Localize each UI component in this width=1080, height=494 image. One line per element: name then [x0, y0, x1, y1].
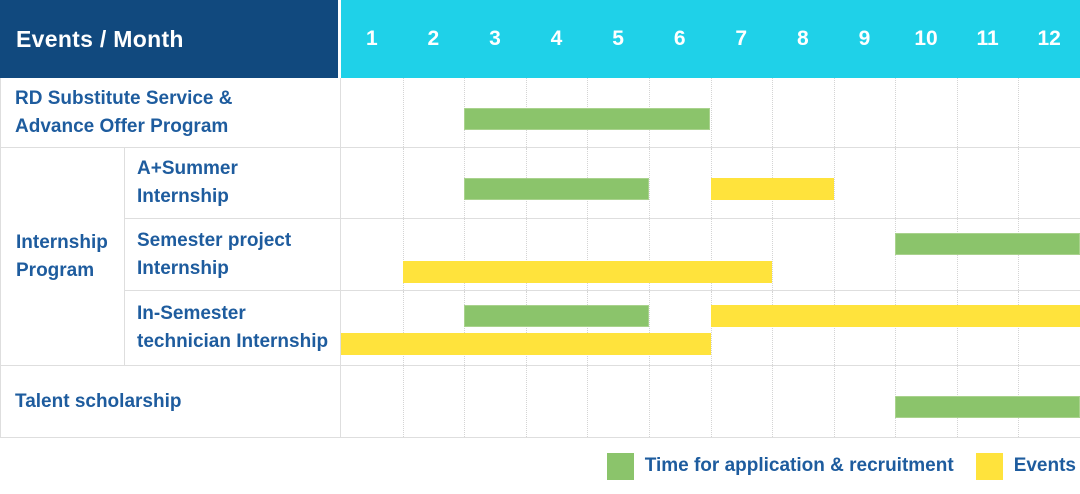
- bar-event: [710, 305, 1080, 327]
- legend-label-recruitment: Time for application & recruitment: [644, 455, 954, 476]
- month-gridline: [525, 219, 527, 290]
- month-gridline: [710, 291, 712, 365]
- month-gridline: [895, 148, 897, 218]
- month-gridline: [464, 219, 466, 290]
- month-gridline: [710, 366, 712, 437]
- legend-swatch-events-icon: [975, 452, 1003, 480]
- month-gridline: [525, 366, 527, 437]
- row-label-talent-scholarship: Talent scholarship: [1, 366, 341, 437]
- month-gridline: [648, 366, 650, 437]
- header-title-cell: Events / Month: [0, 0, 341, 78]
- bar-event: [710, 178, 834, 200]
- table-row: In-Semester technician Internship: [1, 291, 1080, 366]
- chart-cell: [341, 148, 1080, 219]
- legend-item-recruitment: Time for application & recruitment: [606, 452, 954, 480]
- month-gridline: [402, 219, 404, 290]
- bar-recruitment: [464, 305, 649, 327]
- month-gridline: [1018, 148, 1020, 218]
- month-gridline: [710, 78, 712, 147]
- month-header-11: 11: [976, 27, 999, 50]
- month-gridline: [402, 78, 404, 147]
- month-gridline: [648, 148, 650, 218]
- month-header-row: 1 2 3 4 5 6 7 8 9 10 11 12: [341, 0, 1080, 78]
- month-gridline: [772, 78, 774, 147]
- table-row: Talent scholarship: [1, 366, 1080, 438]
- month-gridline: [895, 291, 897, 365]
- table-row: Semester project Internship: [1, 219, 1080, 291]
- month-gridline: [648, 291, 650, 365]
- month-gridline: [772, 366, 774, 437]
- month-gridline: [772, 291, 774, 365]
- legend: Time for application & recruitment Event…: [0, 438, 1076, 494]
- row-label-semester-project: Semester project Internship: [125, 219, 341, 291]
- month-gridline: [833, 219, 835, 290]
- month-gridline: [956, 291, 958, 365]
- row-label-a-plus-summer: A+Summer Internship: [125, 148, 341, 219]
- month-gridline: [833, 366, 835, 437]
- month-gridline: [648, 219, 650, 290]
- month-header-12: 12: [1037, 27, 1061, 50]
- month-header-10: 10: [914, 27, 938, 50]
- month-gridline: [464, 366, 466, 437]
- month-gridline: [525, 291, 527, 365]
- month-header-2: 2: [427, 27, 440, 50]
- month-gridline: [833, 148, 835, 218]
- month-gridline: [833, 78, 835, 147]
- legend-item-events: Events: [975, 452, 1076, 480]
- chart-cell: [341, 366, 1080, 437]
- month-gridline: [587, 291, 589, 365]
- month-gridline: [710, 219, 712, 290]
- month-gridline: [402, 366, 404, 437]
- table-row: RD Substitute Service & Advance Offer Pr…: [1, 78, 1080, 148]
- month-header-4: 4: [550, 27, 563, 50]
- month-header-8: 8: [796, 27, 809, 50]
- row-label-in-semester-technician: In-Semester technician Internship: [125, 291, 341, 365]
- month-header-9: 9: [858, 27, 871, 50]
- month-header-5: 5: [612, 27, 624, 50]
- month-gridline: [464, 291, 466, 365]
- group-cell-internship-program: Internship Program: [1, 148, 125, 366]
- table-header: Events / Month 1 2 3 4 5 6 7 8 9 10 11 12: [0, 0, 1080, 78]
- bar-recruitment: [895, 233, 1080, 255]
- bar-recruitment: [464, 108, 711, 130]
- chart-cell: [341, 291, 1080, 365]
- month-gridline: [956, 148, 958, 218]
- month-gridline: [1018, 78, 1020, 147]
- month-header-6: 6: [673, 27, 686, 50]
- month-gridline: [587, 366, 589, 437]
- row-label-rd-substitute: RD Substitute Service & Advance Offer Pr…: [1, 78, 341, 147]
- month-gridline: [772, 219, 774, 290]
- bar-event: [341, 333, 711, 355]
- chart-cell: [341, 219, 1080, 291]
- month-gridline: [587, 219, 589, 290]
- month-header-1: 1: [365, 27, 378, 50]
- legend-swatch-recruitment-icon: [606, 452, 634, 480]
- month-header-3: 3: [489, 27, 501, 50]
- bar-event: [402, 261, 773, 283]
- bar-recruitment: [464, 178, 649, 200]
- table-body: Internship Program RD Substitute Service…: [0, 78, 1080, 438]
- month-gridline: [833, 291, 835, 365]
- table-row: A+Summer Internship: [1, 148, 1080, 219]
- month-gridline: [402, 148, 404, 218]
- month-gridline: [402, 291, 404, 365]
- month-header-7: 7: [735, 27, 748, 50]
- month-gridline: [956, 78, 958, 147]
- bar-recruitment: [895, 396, 1080, 418]
- legend-label-events: Events: [1013, 455, 1076, 476]
- month-gridline: [895, 78, 897, 147]
- page-title: Events / Month: [16, 25, 184, 52]
- month-gridline: [1018, 291, 1020, 365]
- chart-cell: [341, 78, 1080, 147]
